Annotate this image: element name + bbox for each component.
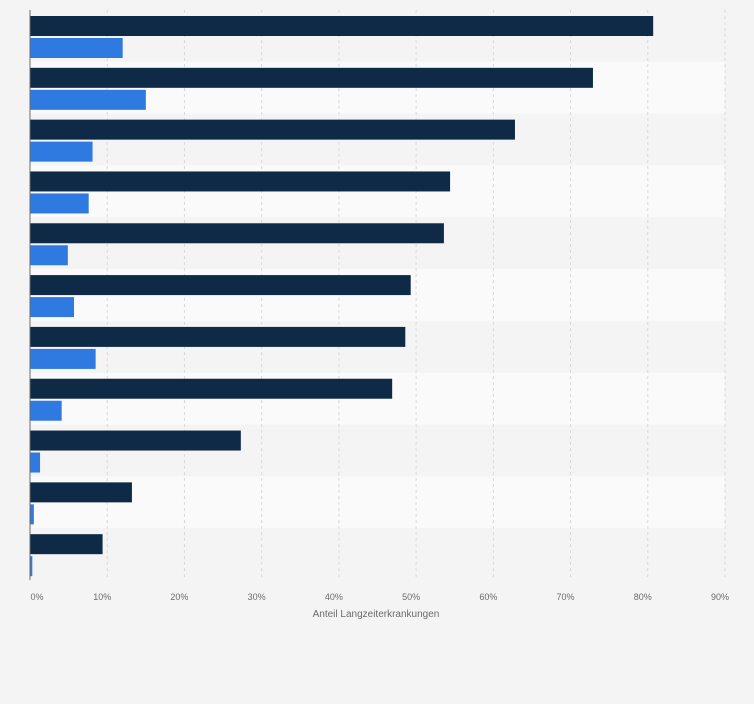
x-tick-label: 30%	[248, 592, 266, 602]
bar-series-1[interactable]	[30, 67, 593, 88]
bar-series-1[interactable]	[30, 275, 411, 296]
x-tick-label: 60%	[479, 592, 497, 602]
bar-series-1[interactable]	[30, 430, 241, 451]
x-tick-label: 0%	[30, 592, 43, 602]
bar-series-2[interactable]	[30, 504, 34, 525]
x-tick-label: 40%	[325, 592, 343, 602]
bar-series-2[interactable]	[30, 89, 146, 110]
x-tick-labels: 0% 10% 20% 30% 40% 50% 60% 70% 80% 90%	[30, 592, 729, 602]
x-tick-label: 10%	[93, 592, 111, 602]
bar-series-1[interactable]	[30, 223, 444, 244]
bar-series-1[interactable]	[30, 534, 103, 555]
bar-series-2[interactable]	[30, 556, 33, 577]
bar-series-2[interactable]	[30, 348, 96, 369]
bar-series-2[interactable]	[30, 452, 41, 473]
bar-series-1[interactable]	[30, 326, 406, 347]
bar-series-2[interactable]	[30, 141, 93, 162]
x-tick-label: 80%	[634, 592, 652, 602]
x-tick-label: 90%	[711, 592, 729, 602]
x-tick-label: 70%	[557, 592, 575, 602]
x-tick-label: 50%	[402, 592, 420, 602]
bar-series-2[interactable]	[30, 38, 123, 58]
bar-series-2[interactable]	[30, 297, 75, 318]
bar-series-1[interactable]	[30, 171, 451, 192]
bar-series-1[interactable]	[30, 378, 393, 399]
x-axis-label: Anteil Langzeiterkrankungen	[313, 609, 440, 620]
bar-series-1[interactable]	[30, 482, 132, 503]
bar-series-2[interactable]	[30, 400, 62, 421]
x-tick-label: 20%	[170, 592, 188, 602]
bars	[30, 16, 654, 577]
bar-series-1[interactable]	[30, 119, 515, 140]
row-band	[30, 528, 725, 580]
bar-series-2[interactable]	[30, 193, 89, 214]
bar-series-2[interactable]	[30, 245, 68, 266]
bar-series-1[interactable]	[30, 16, 654, 36]
row-band	[30, 476, 725, 529]
